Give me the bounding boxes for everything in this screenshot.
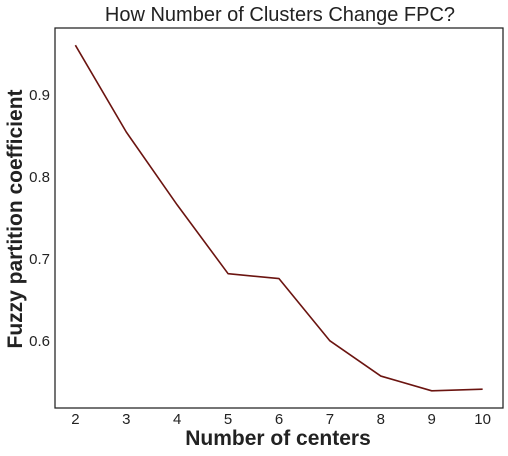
x-tick-label: 7 — [326, 411, 334, 428]
y-tick-label: 0.9 — [29, 87, 50, 104]
x-tick-label: 6 — [275, 411, 283, 428]
chart-title: How Number of Clusters Change FPC? — [105, 4, 455, 26]
y-tick-label: 0.8 — [29, 169, 50, 186]
y-axis-label: Fuzzy partition coefficient — [4, 89, 27, 348]
y-axis: 0.6 0.7 0.8 0.9 — [29, 87, 50, 350]
y-tick-label: 0.7 — [29, 251, 50, 268]
x-tick-label: 3 — [122, 411, 130, 428]
series-layer — [74, 44, 483, 392]
x-axis-label: Number of centers — [185, 427, 371, 450]
series-line — [74, 44, 483, 392]
x-tick-label: 4 — [173, 411, 181, 428]
x-tick-label: 2 — [71, 411, 79, 428]
x-tick-label: 10 — [474, 411, 491, 428]
x-axis: 2 3 4 5 6 7 8 9 10 — [71, 411, 491, 428]
plot-area — [54, 27, 504, 409]
x-tick-label: 9 — [428, 411, 436, 428]
y-tick-label: 0.6 — [29, 333, 50, 350]
x-tick-label: 8 — [377, 411, 385, 428]
x-tick-label: 5 — [224, 411, 232, 428]
